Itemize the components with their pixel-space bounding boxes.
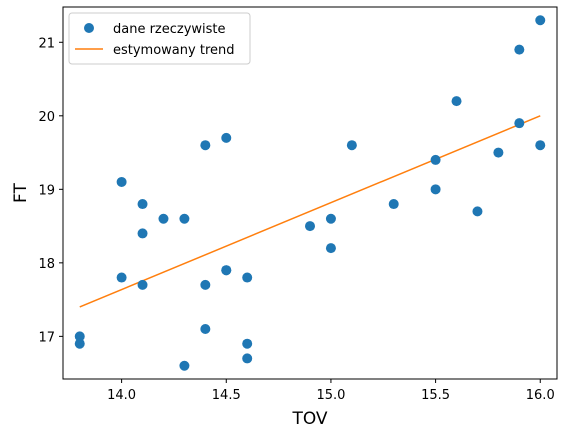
data-point (200, 324, 211, 335)
plot-frame (62, 6, 558, 380)
trend-line (79, 115, 541, 308)
data-point (74, 331, 85, 342)
data-point (514, 118, 525, 129)
x-axis-title: TOV (291, 409, 327, 429)
plot-area (63, 7, 557, 379)
data-point (200, 279, 211, 290)
points-layer (74, 15, 546, 371)
data-point (179, 213, 190, 224)
legend-label-scatter: dane rzeczywiste (113, 22, 226, 37)
y-axis-title: FT (11, 182, 31, 202)
data-point (472, 206, 483, 217)
data-point (137, 228, 148, 239)
data-point (242, 353, 253, 364)
data-point (325, 213, 336, 224)
data-point (451, 96, 462, 107)
trend-layer (79, 115, 541, 308)
x-tick-label: 16.0 (526, 388, 555, 403)
x-tick-label: 15.0 (316, 388, 345, 403)
y-axis: 17 18 19 20 21 (38, 36, 63, 345)
y-tick-label: 20 (38, 110, 55, 125)
y-tick-label: 18 (38, 257, 55, 272)
data-point (116, 272, 127, 283)
data-point (535, 140, 546, 151)
legend-box (68, 12, 251, 65)
legend-marker-scatter (84, 23, 94, 33)
x-tick-label: 14.5 (212, 388, 241, 403)
data-point (221, 132, 232, 143)
data-point (179, 360, 190, 371)
data-point (137, 279, 148, 290)
y-tick-label: 21 (38, 36, 55, 51)
data-point (200, 140, 211, 151)
x-tick-label: 14.0 (107, 388, 136, 403)
data-point (535, 15, 546, 26)
data-point (158, 213, 169, 224)
data-point (430, 184, 441, 195)
data-point (305, 221, 315, 232)
data-point (346, 140, 357, 151)
y-tick-label: 19 (38, 183, 55, 198)
legend-label-trend: estymowany trend (113, 43, 235, 58)
y-tick-label: 17 (38, 330, 55, 345)
data-point (493, 147, 504, 158)
data-point (514, 44, 525, 55)
data-point (221, 265, 232, 276)
data-point (325, 243, 336, 254)
data-point (74, 338, 85, 349)
legend: dane rzeczywiste estymowany trend (68, 12, 251, 65)
data-point (388, 199, 399, 210)
x-axis: 14.0 14.5 15.0 15.5 16.0 (107, 379, 555, 403)
data-point (430, 154, 441, 165)
data-point (137, 199, 148, 210)
x-tick-label: 15.5 (421, 388, 450, 403)
data-point (116, 176, 127, 187)
data-point (242, 272, 253, 283)
data-point (242, 338, 253, 349)
